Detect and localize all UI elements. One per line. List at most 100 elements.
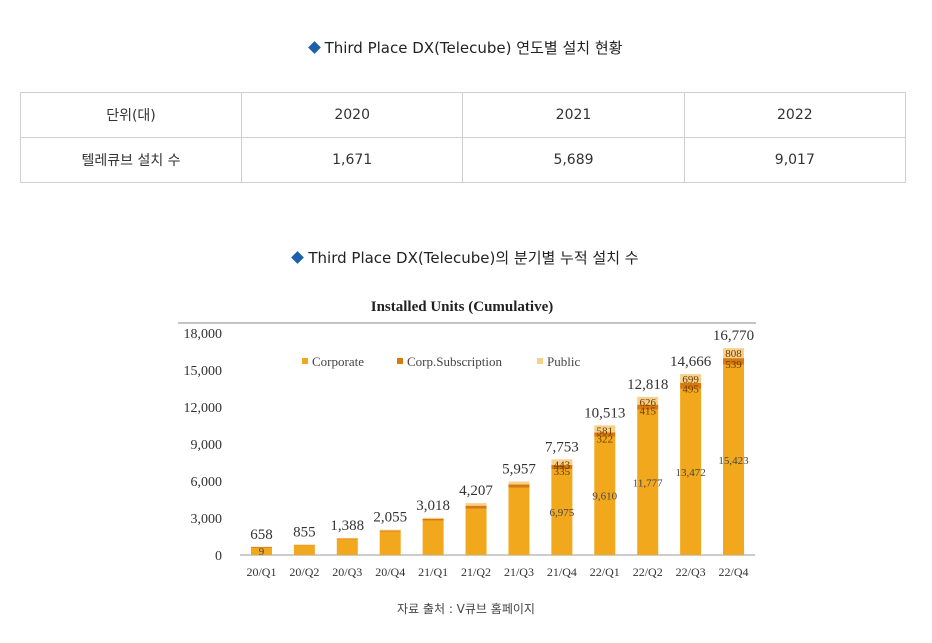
bar-segment-public <box>637 396 659 405</box>
bar-segment-corp-subscription <box>422 518 444 521</box>
total-data-label: 2,055 <box>373 510 407 526</box>
source-note: 자료 출처 : V큐브 홈페이지 <box>397 602 535 616</box>
y-tick-label: 12,000 <box>184 401 223 416</box>
bar-segment-public <box>465 503 487 506</box>
bar-segment-public <box>508 481 530 485</box>
total-data-label: 4,207 <box>459 483 493 499</box>
segment-data-label: 539 <box>725 359 742 371</box>
bar-segment-corporate <box>551 468 573 555</box>
table-header-cell: 2022 <box>683 92 907 138</box>
bar-segment-public <box>680 374 702 383</box>
bar-segment-public <box>594 425 616 433</box>
legend-label: Public <box>547 354 580 369</box>
total-data-label: 855 <box>293 524 316 540</box>
segment-data-label: 15,423 <box>718 455 749 467</box>
total-data-label: 658 <box>250 527 273 543</box>
segment-data-label: 415 <box>639 406 656 418</box>
bar-segment-corp-subscription <box>680 382 702 389</box>
bar-segment-corporate <box>293 545 315 555</box>
bar-segment-corp-subscription <box>379 530 401 532</box>
bar-segment-corporate <box>680 388 702 555</box>
total-data-label: 16,770 <box>713 328 754 344</box>
total-data-label: 1,388 <box>330 518 364 534</box>
chart-title: Installed Units (Cumulative) <box>371 299 554 315</box>
bar-segment-corporate <box>723 364 745 555</box>
bar-segment-corp-subscription <box>293 544 315 546</box>
x-tick-label: 21/Q2 <box>461 565 491 579</box>
legend-swatch <box>397 358 403 364</box>
segment-data-label: 6,975 <box>550 507 575 519</box>
segment-data-label: 335 <box>554 466 571 478</box>
table-cell: 텔레큐브 설치 수 <box>20 137 242 183</box>
x-tick-label: 20/Q3 <box>332 565 362 579</box>
x-tick-label: 21/Q1 <box>418 565 448 579</box>
chart-heading: Third Place DX(Telecube)의 분기별 누적 설치 수 <box>0 247 932 268</box>
segment-data-label: 11,777 <box>633 477 663 489</box>
x-tick-label: 22/Q4 <box>719 565 749 579</box>
total-data-label: 5,957 <box>502 462 536 478</box>
bar-segment-public <box>336 537 358 539</box>
segment-data-label: 443 <box>554 459 571 471</box>
segment-data-label: 9 <box>259 546 265 558</box>
bar-segment-corp-subscription <box>551 464 573 469</box>
total-data-label: 12,818 <box>627 377 668 393</box>
diamond-bullet-icon <box>291 251 305 264</box>
table-heading-text: Third Place DX(Telecube) 연도별 설치 현황 <box>324 39 623 57</box>
y-tick-label: 6,000 <box>191 475 223 490</box>
legend-label: Corp.Subscription <box>407 354 502 369</box>
table-header-cell: 2021 <box>462 92 685 138</box>
segment-data-label: 13,472 <box>676 467 706 479</box>
bar-segment-corp-subscription <box>723 358 745 365</box>
y-tick-label: 15,000 <box>184 364 223 379</box>
total-data-label: 7,753 <box>545 439 579 455</box>
total-data-label: 14,666 <box>670 354 712 370</box>
bar-segment-public <box>422 517 444 519</box>
segment-data-label: 9,610 <box>592 491 617 503</box>
table-row: 텔레큐브 설치 수 1,671 5,689 9,017 <box>20 137 907 183</box>
total-data-label: 10,513 <box>584 405 625 421</box>
bar-segment-corporate <box>637 409 659 555</box>
table-cell: 9,017 <box>683 137 907 183</box>
x-tick-label: 21/Q4 <box>547 565 577 579</box>
segment-data-label: 581 <box>597 425 614 437</box>
x-tick-label: 21/Q3 <box>504 565 534 579</box>
bar-segment-corporate <box>594 436 616 555</box>
y-tick-label: 3,000 <box>191 512 223 527</box>
bar-segment-public <box>551 459 573 465</box>
bar-segment-public <box>379 529 401 531</box>
x-tick-label: 22/Q1 <box>590 565 620 579</box>
bar-segment-corporate <box>250 546 272 555</box>
chart-heading-text: Third Place DX(Telecube)의 분기별 누적 설치 수 <box>308 249 639 267</box>
bar-segment-corp-subscription <box>508 484 530 488</box>
legend-swatch <box>537 358 543 364</box>
bar-segment-corporate <box>422 520 444 555</box>
x-tick-label: 22/Q2 <box>633 565 663 579</box>
install-stats-table: 단위(대) 2020 2021 2022 텔레큐브 설치 수 1,671 5,6… <box>20 92 907 183</box>
segment-data-label: 626 <box>639 397 656 409</box>
y-tick-label: 18,000 <box>184 327 223 342</box>
bar-segment-corporate <box>336 539 358 555</box>
table-heading: Third Place DX(Telecube) 연도별 설치 현황 <box>0 37 932 58</box>
table-cell: 5,689 <box>462 137 685 183</box>
bar-segment-corp-subscription <box>465 505 487 509</box>
y-tick-label: 0 <box>215 549 222 564</box>
x-tick-label: 20/Q2 <box>289 565 319 579</box>
table-header-row: 단위(대) 2020 2021 2022 <box>20 92 907 138</box>
bar-segment-corp-subscription <box>637 404 659 410</box>
legend-label: Corporate <box>312 354 364 369</box>
segment-data-label: 808 <box>725 348 742 360</box>
bar-segment-corp-subscription <box>594 432 616 437</box>
y-tick-label: 9,000 <box>191 438 223 453</box>
x-tick-label: 20/Q4 <box>375 565 405 579</box>
x-tick-label: 20/Q1 <box>246 565 276 579</box>
segment-data-label: 322 <box>597 434 614 446</box>
table-header-cell: 2020 <box>240 92 464 138</box>
table-cell: 1,671 <box>240 137 464 183</box>
bar-segment-public <box>293 544 315 546</box>
table-header-cell: 단위(대) <box>20 92 242 138</box>
bar-segment-corporate <box>379 531 401 555</box>
bar-segment-corp-subscription <box>336 538 358 540</box>
bar-segment-public <box>723 348 745 359</box>
diamond-bullet-icon <box>307 41 321 54</box>
segment-data-label: 495 <box>682 384 699 396</box>
